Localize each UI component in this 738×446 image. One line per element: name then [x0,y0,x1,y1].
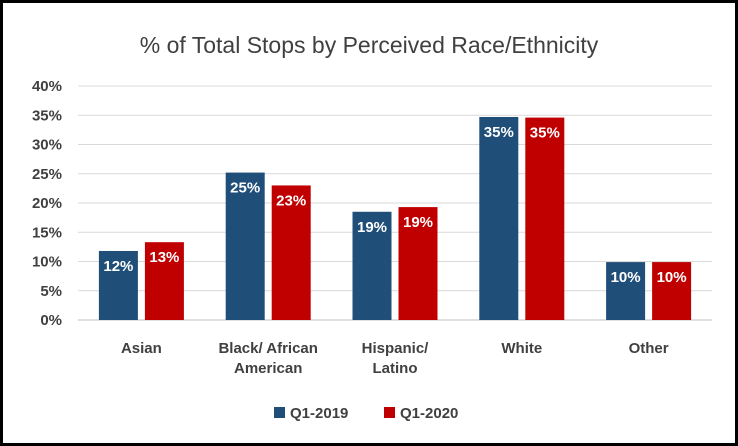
data-label: 35% [530,125,560,142]
y-tick-label: 15% [32,224,62,241]
data-label: 35% [484,124,514,141]
data-label: 19% [357,219,387,236]
category-label: Asian [121,340,162,357]
bar-q1-2019 [352,211,392,320]
legend-label-q1-2020: Q1-2020 [400,405,458,422]
bar-q1-2020 [525,117,565,320]
data-label: 10% [611,269,641,286]
y-axis-ticks: 0% 5% 10% 15% 20% 25% 30% 35% 40% [32,78,62,329]
y-tick-label: 20% [32,195,62,212]
legend-swatch-q1-2019 [274,407,285,418]
data-label: 10% [657,269,687,286]
bar-q1-2020 [652,262,692,320]
bar-q1-2020 [398,207,438,320]
data-labels: 12% 13% 25% 23% 19% 19% 35% 35% 10% 10% [103,124,686,286]
y-tick-label: 35% [32,107,62,124]
y-tick-label: 0% [40,312,62,329]
legend-label-q1-2019: Q1-2019 [290,405,348,422]
data-label: 13% [149,249,179,266]
chart-title: % of Total Stops by Perceived Race/Ethni… [140,32,599,58]
bar-q1-2019 [98,250,138,320]
bars [98,117,692,320]
category-label: White [501,340,542,357]
y-tick-label: 40% [32,78,62,95]
category-label: Other [629,340,669,357]
data-label: 23% [276,192,306,209]
legend-swatch-q1-2020 [384,407,395,418]
bar-q1-2019 [225,172,265,320]
bar-q1-2020 [144,242,184,320]
y-tick-label: 25% [32,166,62,183]
bar-q1-2019 [606,262,646,320]
legend: Q1-2019 Q1-2020 [274,405,458,422]
y-tick-label: 10% [32,254,62,271]
bar-q1-2019 [479,117,519,320]
y-tick-label: 30% [32,137,62,154]
bar-q1-2020 [271,185,311,320]
y-tick-label: 5% [40,283,62,300]
x-axis-categories: Asian Black/ African American Hispanic/Lati… [121,340,669,377]
category-label: Black/ African American [218,340,318,377]
category-label: Hispanic/Latino [362,340,430,377]
data-label: 25% [230,180,260,197]
data-label: 19% [403,214,433,231]
data-label: 12% [103,258,133,275]
